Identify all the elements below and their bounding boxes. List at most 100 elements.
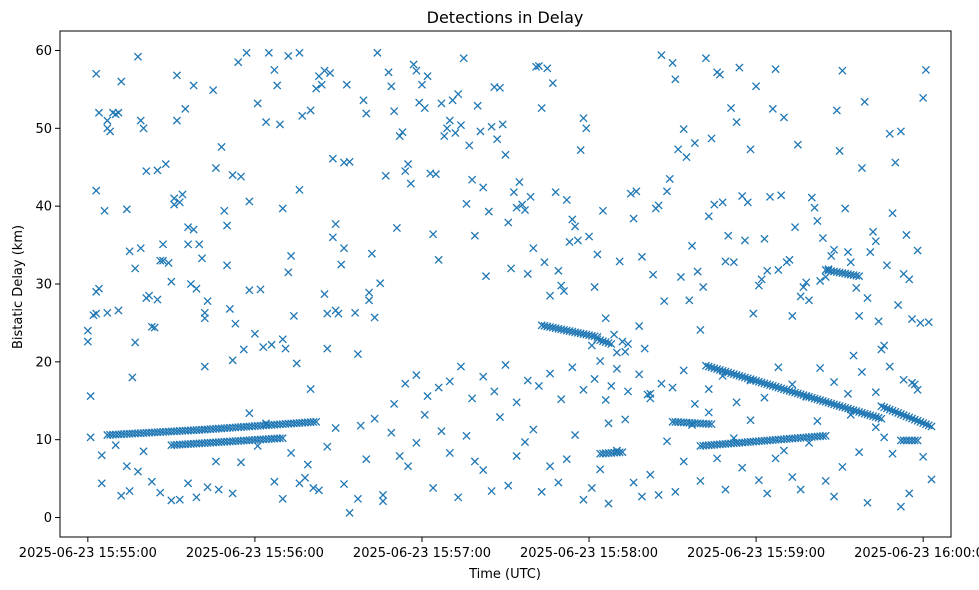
data-point — [479, 465, 488, 475]
data-point — [880, 433, 889, 442]
data-point — [320, 290, 329, 299]
data-point — [699, 283, 708, 292]
data-point — [234, 58, 243, 67]
data-point — [707, 420, 716, 429]
data-point — [117, 491, 126, 500]
data-point — [306, 106, 315, 115]
data-point — [312, 84, 321, 93]
data-point — [696, 325, 705, 334]
data-point — [209, 86, 218, 95]
data-point — [331, 423, 340, 433]
data-point — [495, 413, 504, 422]
data-point — [571, 430, 580, 440]
data-point — [668, 58, 677, 67]
data-point — [843, 389, 853, 398]
data-point — [470, 457, 479, 466]
data-point — [468, 175, 477, 184]
data-point — [593, 250, 602, 259]
data-point — [696, 476, 705, 486]
data-point — [387, 82, 396, 91]
data-point — [749, 375, 758, 385]
data-point — [512, 203, 521, 212]
data-point — [601, 395, 610, 405]
data-point — [607, 339, 616, 349]
data-point — [690, 139, 699, 148]
data-point — [565, 237, 574, 247]
data-point — [473, 101, 482, 110]
data-point — [131, 264, 140, 273]
data-point — [83, 337, 92, 346]
data-point — [791, 223, 800, 232]
data-point — [852, 283, 861, 292]
data-point — [429, 483, 438, 493]
x-axis-ticks: 2025-06-23 15:55:00 2025-06-23 15:56:00 20… — [19, 537, 979, 561]
data-point — [92, 186, 101, 195]
data-point — [250, 329, 259, 338]
data-point — [103, 116, 112, 125]
data-point — [456, 362, 466, 371]
data-point — [242, 48, 251, 57]
data-point — [916, 318, 925, 327]
data-point — [754, 377, 763, 386]
data-point — [601, 314, 610, 323]
data-point — [849, 351, 858, 360]
data-point — [701, 54, 711, 63]
data-point — [785, 255, 794, 264]
data-point — [598, 337, 608, 346]
chart-title: Detections in Delay — [427, 8, 584, 27]
data-point — [314, 486, 324, 495]
data-point — [362, 455, 371, 464]
data-point — [710, 364, 719, 373]
data-point — [601, 338, 610, 347]
data-point — [855, 311, 864, 320]
data-point — [445, 116, 454, 125]
data-point — [487, 122, 496, 131]
data-point — [236, 458, 246, 467]
data-point — [451, 128, 460, 138]
data-point — [757, 275, 766, 284]
data-point — [158, 256, 168, 265]
data-point — [189, 81, 198, 90]
data-point — [891, 158, 900, 167]
data-point — [579, 495, 588, 504]
data-point — [735, 63, 744, 72]
data-point — [868, 227, 878, 236]
data-point — [370, 313, 379, 322]
data-point — [779, 446, 788, 455]
data-point — [810, 203, 819, 212]
data-point — [896, 127, 905, 136]
data-point — [871, 412, 880, 422]
data-point — [757, 378, 766, 387]
data-point — [818, 234, 827, 243]
data-point — [86, 392, 95, 401]
data-point — [894, 300, 903, 310]
data-point — [927, 475, 936, 484]
data-point — [259, 342, 268, 352]
data-point — [621, 347, 630, 356]
data-point — [679, 125, 688, 134]
data-point — [512, 398, 521, 407]
data-point — [598, 206, 608, 215]
data-point — [454, 89, 463, 99]
data-point — [139, 124, 148, 133]
data-point — [537, 104, 546, 113]
data-point — [829, 400, 839, 409]
data-point — [713, 454, 722, 463]
data-point — [729, 370, 738, 379]
data-point — [796, 485, 805, 494]
data-point — [175, 198, 184, 207]
data-point — [515, 177, 524, 187]
y-tick-label: 20 — [35, 355, 52, 370]
data-point — [284, 51, 293, 60]
data-point — [587, 483, 596, 493]
data-point — [153, 166, 162, 175]
data-point — [365, 296, 374, 305]
data-point — [114, 108, 123, 117]
data-point — [724, 368, 733, 377]
y-tick-label: 10 — [35, 433, 52, 448]
data-point — [125, 247, 134, 256]
data-point — [434, 383, 443, 392]
data-point — [551, 188, 560, 197]
data-point — [735, 371, 744, 380]
data-point — [228, 170, 237, 180]
